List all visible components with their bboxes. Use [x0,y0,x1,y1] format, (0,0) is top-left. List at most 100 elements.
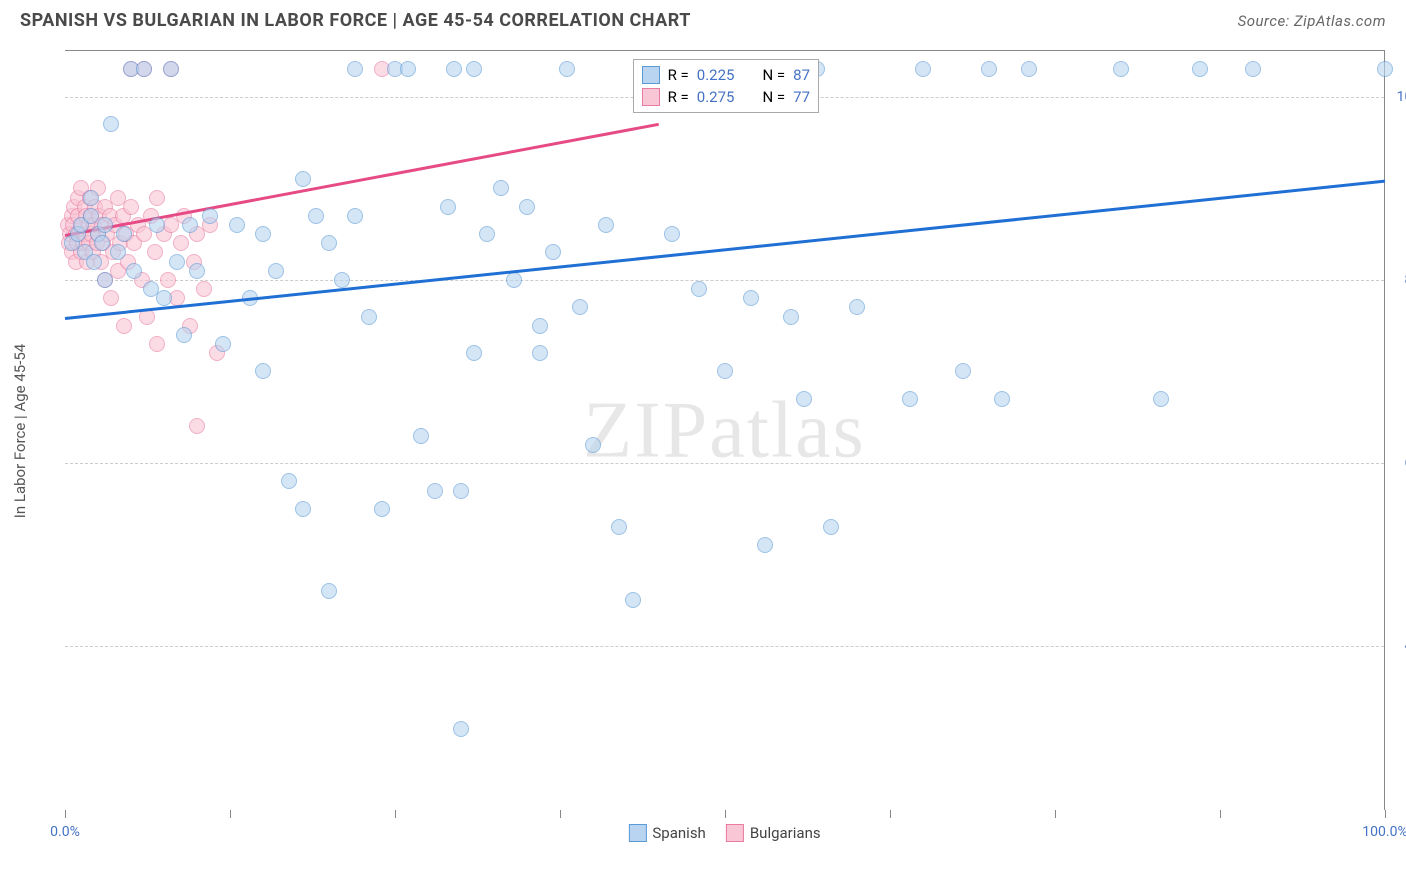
scatter-point [559,61,575,77]
scatter-point [334,272,350,288]
scatter-point [611,519,627,535]
scatter-point [321,235,337,251]
scatter-point [413,428,429,444]
scatter-point [757,537,773,553]
xtick [890,810,891,818]
scatter-point [427,483,443,499]
scatter-point [321,583,337,599]
scatter-point [103,290,119,306]
scatter-point [466,61,482,77]
xtick-label: 0.0% [50,824,80,840]
scatter-point [453,483,469,499]
legend-item-bulgarians: Bulgarians [726,824,821,842]
scatter-point [585,437,601,453]
scatter-point [229,217,245,233]
scatter-point [519,199,535,215]
scatter-point [361,309,377,325]
scatter-point [532,345,548,361]
stat-n-label: N = [762,66,785,84]
regression-line [65,179,1385,319]
xtick [65,810,66,818]
scatter-point [196,281,212,297]
scatter-point [532,318,548,334]
scatter-point [1377,61,1393,77]
scatter-point [598,217,614,233]
scatter-point [182,217,198,233]
swatch-spanish [642,66,660,84]
swatch-bulgarians [726,824,744,842]
ytick-label: 100.0% [1397,89,1406,105]
scatter-point [149,190,165,206]
scatter-point [94,235,110,251]
stat-r-value: 0.225 [697,66,735,84]
scatter-point [446,61,462,77]
scatter-point [110,244,126,260]
scatter-point [796,391,812,407]
scatter-point [189,418,205,434]
scatter-point [400,61,416,77]
xtick [1385,810,1386,818]
scatter-point [83,190,99,206]
scatter-point [173,235,189,251]
scatter-point [1192,61,1208,77]
scatter-point [1153,391,1169,407]
scatter-point [849,299,865,315]
scatter-point [281,473,297,489]
stat-r-label: R = [668,88,689,106]
scatter-point [116,318,132,334]
legend-stats-box: R = 0.225 N = 87 R = 0.275 N = 77 [633,59,819,113]
scatter-point [156,290,172,306]
scatter-point [493,180,509,196]
scatter-point [347,208,363,224]
scatter-point [994,391,1010,407]
scatter-point [268,263,284,279]
gridline [65,463,1384,464]
xtick [1220,810,1221,818]
chart-title: SPANISH VS BULGARIAN IN LABOR FORCE | AG… [20,10,691,31]
y-axis-label: In Labor Force | Age 45-54 [11,343,29,517]
scatter-point [466,345,482,361]
scatter-point [163,61,179,77]
scatter-point [308,208,324,224]
scatter-point [1021,61,1037,77]
xtick-label: 100.0% [1362,824,1406,840]
scatter-point [572,299,588,315]
scatter-point [255,226,271,242]
scatter-point [743,290,759,306]
stat-n-label: N = [762,88,785,106]
scatter-point [295,501,311,517]
scatter-point [440,199,456,215]
source-label: Source: ZipAtlas.com [1238,12,1386,30]
scatter-point [147,244,163,260]
chart-area: In Labor Force | Age 45-54 ZIPatlas 40.0… [65,50,1385,810]
legend-stats-row: R = 0.275 N = 77 [642,86,810,108]
legend-bottom: Spanish Bulgarians [628,824,820,842]
scatter-point [176,327,192,343]
scatter-point [453,721,469,737]
scatter-point [506,272,522,288]
gridline [65,646,1384,647]
scatter-point [97,272,113,288]
scatter-point [955,363,971,379]
scatter-point [255,363,271,379]
gridline [65,280,1384,281]
scatter-point [149,217,165,233]
scatter-point [97,217,113,233]
scatter-point [215,336,231,352]
scatter-point [347,61,363,77]
scatter-point [136,61,152,77]
scatter-point [169,254,185,270]
scatter-point [123,199,139,215]
stat-n-value: 87 [793,66,810,84]
legend-label-bulgarians: Bulgarians [750,824,821,842]
stat-r-value: 0.275 [697,88,735,106]
stat-r-label: R = [668,66,689,84]
scatter-point [783,309,799,325]
scatter-point [116,226,132,242]
scatter-point [625,592,641,608]
stat-n-value: 77 [793,88,810,106]
legend-label-spanish: Spanish [652,824,705,842]
scatter-point [202,208,218,224]
scatter-point [295,171,311,187]
scatter-point [664,226,680,242]
